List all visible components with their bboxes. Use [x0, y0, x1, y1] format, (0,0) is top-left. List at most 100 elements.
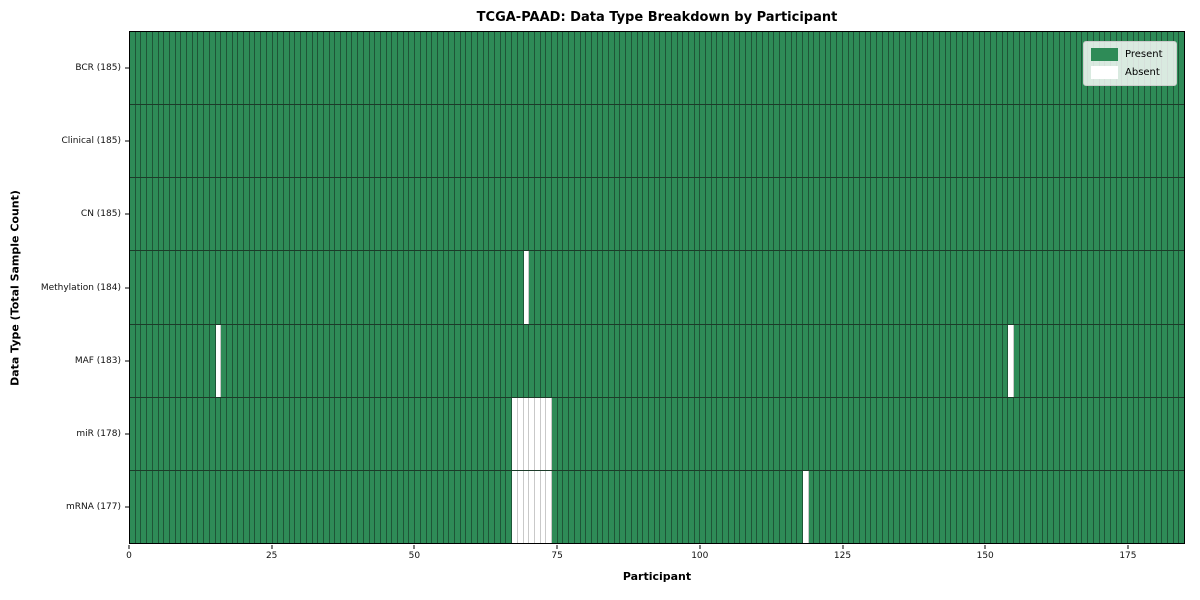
cell-present	[158, 251, 165, 324]
cell-present	[546, 105, 553, 178]
cell-present	[660, 470, 667, 543]
cell-present	[443, 470, 450, 543]
cell-present	[1150, 324, 1157, 397]
cell-present	[574, 32, 581, 105]
cell-present	[1053, 324, 1060, 397]
cell-present	[335, 324, 342, 397]
cell-present	[814, 178, 821, 251]
cell-present	[603, 178, 610, 251]
cell-present	[164, 178, 170, 251]
cell-present	[808, 397, 815, 470]
cell-present	[825, 105, 832, 178]
cell-present	[774, 251, 781, 324]
cell-present	[495, 32, 501, 105]
cell-present	[517, 324, 524, 397]
cell-present	[882, 105, 889, 178]
cell-present	[768, 324, 775, 397]
cell-present	[563, 251, 570, 324]
cell-present	[1145, 178, 1151, 251]
cell-present	[1105, 105, 1111, 178]
plot-area	[129, 31, 1185, 544]
legend: Present Absent	[1083, 41, 1177, 86]
cell-present	[249, 32, 256, 105]
cell-present	[1122, 324, 1129, 397]
cell-present	[466, 178, 473, 251]
cell-present	[894, 397, 900, 470]
cell-present	[301, 251, 307, 324]
cell-present	[477, 251, 484, 324]
cell-present	[871, 397, 878, 470]
cell-present	[1071, 251, 1077, 324]
cell-present	[666, 397, 672, 470]
cell-present	[888, 105, 895, 178]
cell-present	[346, 324, 353, 397]
cell-present	[825, 178, 832, 251]
cell-present	[1008, 251, 1014, 324]
cell-present	[460, 251, 467, 324]
cell-present	[683, 32, 689, 105]
cell-present	[380, 324, 387, 397]
cell-present	[825, 470, 832, 543]
cell-present	[534, 324, 541, 397]
cell-present	[768, 397, 775, 470]
cell-present	[985, 105, 992, 178]
cell-present	[130, 324, 136, 397]
cell-present	[620, 105, 627, 178]
cell-present	[466, 251, 473, 324]
cell-present	[164, 251, 170, 324]
x-tick-label-150: 150	[976, 551, 994, 561]
cell-present	[232, 397, 239, 470]
cell-present	[175, 32, 182, 105]
cell-present	[552, 470, 558, 543]
cell-present	[996, 324, 1003, 397]
cell-present	[700, 397, 707, 470]
cell-present	[820, 324, 826, 397]
cell-present	[1133, 470, 1140, 543]
cell-present	[175, 105, 182, 178]
cell-present	[512, 105, 518, 178]
cell-present	[1167, 105, 1174, 178]
cell-present	[238, 324, 245, 397]
cell-present	[175, 470, 182, 543]
cell-present	[164, 470, 170, 543]
cell-present	[1031, 397, 1037, 470]
cell-present	[1139, 324, 1146, 397]
cell-present	[1122, 470, 1129, 543]
cell-present	[757, 470, 764, 543]
cell-present	[791, 32, 798, 105]
cell-present	[1025, 178, 1032, 251]
cell-present	[968, 251, 975, 324]
cell-present	[266, 397, 273, 470]
cell-present	[626, 105, 632, 178]
cell-present	[660, 178, 667, 251]
cell-present	[763, 251, 769, 324]
cell-present	[512, 32, 518, 105]
cell-present	[700, 251, 707, 324]
cell-present	[244, 105, 250, 178]
cell-present	[763, 470, 769, 543]
cell-present	[1065, 324, 1072, 397]
cell-present	[734, 470, 741, 543]
cell-present	[215, 178, 222, 251]
cell-present	[455, 32, 461, 105]
cell-present	[221, 397, 227, 470]
cell-present	[917, 251, 923, 324]
cell-present	[563, 397, 570, 470]
cell-present	[221, 105, 227, 178]
cell-present	[483, 324, 490, 397]
cell-present	[666, 178, 672, 251]
cell-present	[848, 470, 855, 543]
cell-present	[848, 251, 855, 324]
cell-present	[540, 324, 547, 397]
cell-present	[979, 105, 986, 178]
cell-present	[295, 397, 302, 470]
cell-present	[312, 397, 319, 470]
cell-present	[449, 397, 456, 470]
cell-present	[460, 32, 467, 105]
cell-present	[677, 470, 684, 543]
cell-present	[745, 105, 752, 178]
cell-present	[968, 32, 975, 105]
cell-present	[934, 324, 940, 397]
cell-present	[141, 32, 148, 105]
cell-present	[871, 32, 878, 105]
